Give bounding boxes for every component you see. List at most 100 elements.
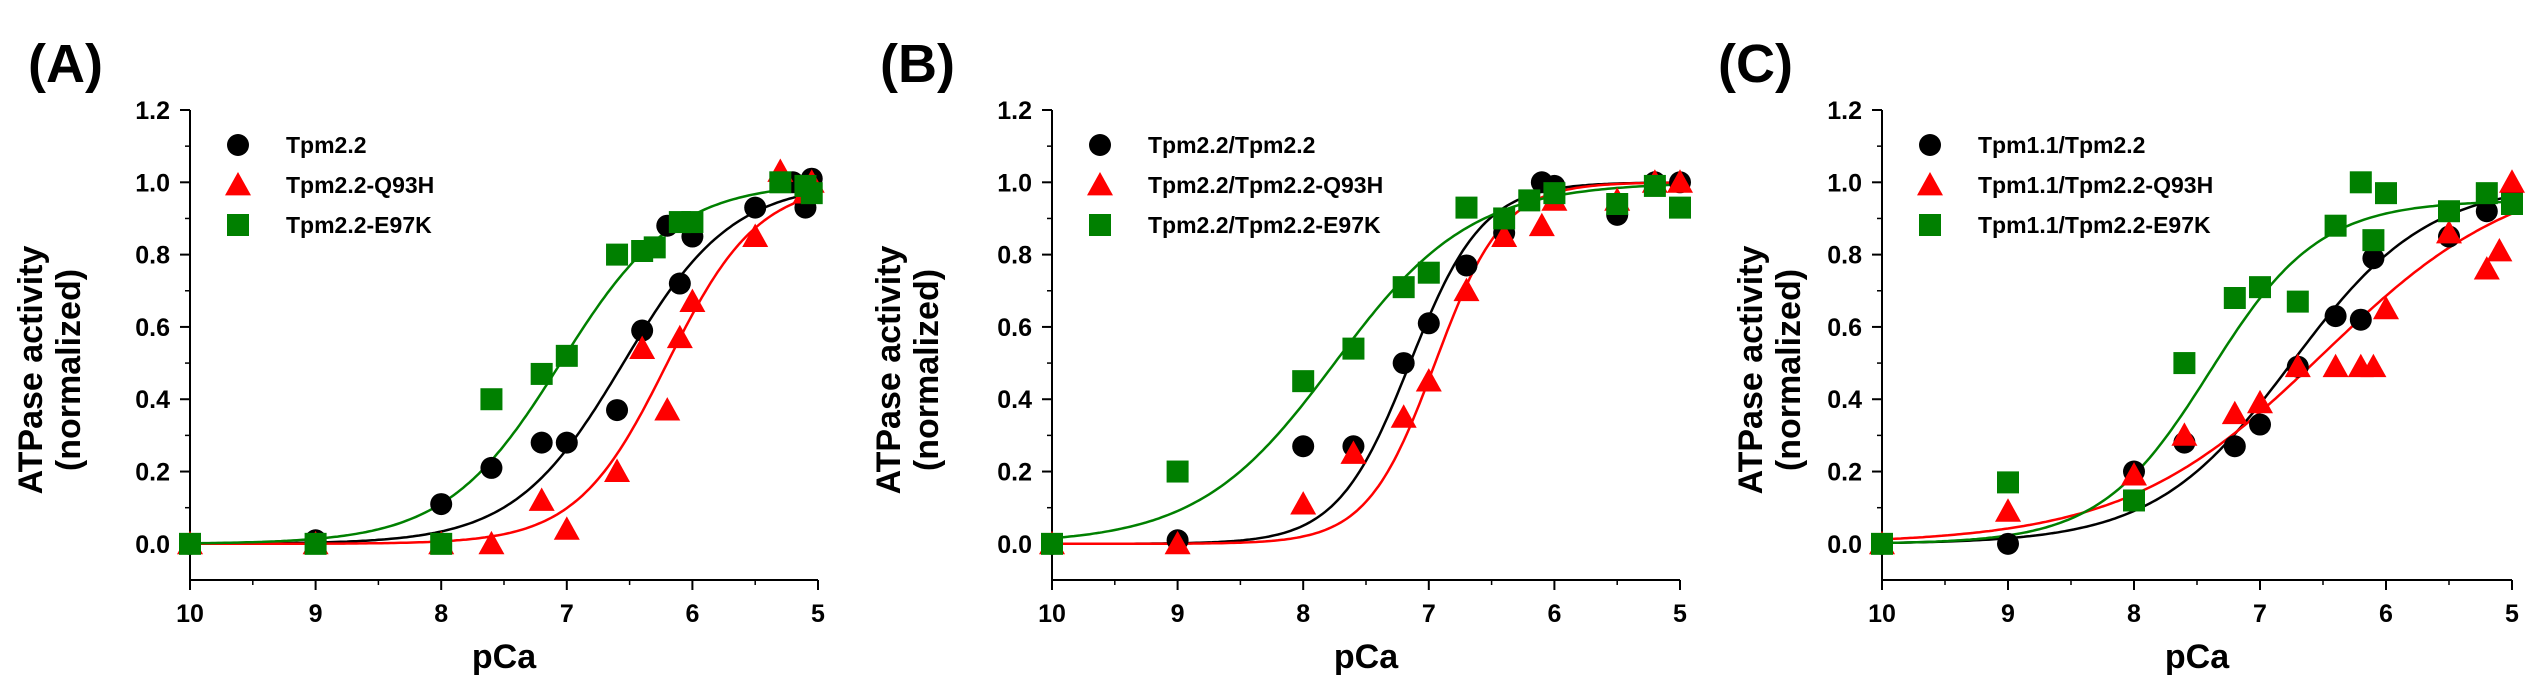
x-axis-label: pCa <box>2165 638 2230 676</box>
x-tick-label: 9 <box>309 600 323 628</box>
data-point <box>1518 189 1541 212</box>
data-point <box>2360 353 2387 378</box>
data-point <box>530 362 553 385</box>
data-point <box>304 532 327 555</box>
y-tick-label: 1.0 <box>1827 169 1862 197</box>
y-axis-label: ATPase activity <box>12 245 50 494</box>
data-point <box>2499 169 2525 193</box>
legend-marker <box>1087 172 1113 196</box>
x-tick-label: 9 <box>1171 600 1185 628</box>
data-point <box>1164 530 1191 555</box>
data-point <box>1392 276 1415 299</box>
fit-curve <box>1881 212 2513 541</box>
legend-marker <box>1089 134 1111 156</box>
data-point <box>1667 169 1693 193</box>
legend-label: Tpm1.1/Tpm2.2-E97K <box>1978 212 2211 238</box>
data-point <box>1392 352 1415 375</box>
y-tick-label: 1.0 <box>135 169 170 197</box>
y-tick-label: 0.8 <box>1827 242 1862 270</box>
y-axis-label: (normalized) <box>1770 269 1808 471</box>
data-point <box>430 493 453 516</box>
legend-label: Tpm2.2 <box>286 132 367 158</box>
legend-marker <box>227 134 249 156</box>
data-point <box>1669 196 1691 219</box>
data-point <box>2171 422 2198 446</box>
x-tick-label: 7 <box>2253 600 2267 628</box>
data-point <box>1340 440 1367 464</box>
y-tick-label: 1.2 <box>1827 97 1862 125</box>
legend-marker <box>1089 214 1111 236</box>
data-point <box>478 530 505 555</box>
fit-curve <box>189 185 819 545</box>
data-point <box>1417 261 1440 284</box>
data-point <box>2324 214 2347 237</box>
legend-label: Tpm1.1/Tpm2.2-Q93H <box>1978 172 2213 198</box>
data-point <box>679 288 706 313</box>
data-point <box>2501 193 2523 215</box>
legend-marker <box>225 172 251 196</box>
chart-panel-1: (B) 0.0 0.2 0.4 0.6 0.8 1.0 1.2 10 9 8 7 6 5 pCa ATPase… <box>870 34 1693 676</box>
data-point <box>2436 219 2462 244</box>
y-tick-label: 0.0 <box>1827 531 1862 559</box>
data-point <box>681 211 704 234</box>
x-tick-label: 8 <box>434 600 448 628</box>
data-point <box>2221 400 2248 425</box>
legend-label: Tpm2.2/Tpm2.2-Q93H <box>1148 172 1383 198</box>
data-point <box>1491 223 1518 247</box>
data-point <box>2475 182 2498 205</box>
x-tick-label: 8 <box>1296 600 1310 628</box>
y-tick-label: 0.2 <box>135 459 170 487</box>
y-axis-label: ATPase activity <box>1732 245 1770 494</box>
data-point <box>2349 308 2372 331</box>
data-point <box>1390 404 1417 428</box>
data-point <box>1997 532 2019 555</box>
data-point <box>1606 193 1629 215</box>
data-point <box>530 431 553 454</box>
y-tick-label: 0.8 <box>997 242 1032 270</box>
y-tick-label: 0.6 <box>135 314 170 342</box>
data-point <box>555 344 578 367</box>
data-point <box>1453 277 1480 302</box>
y-tick-label: 0.4 <box>1827 386 1862 414</box>
data-point <box>2362 229 2385 252</box>
data-point <box>604 458 631 482</box>
fit-curve <box>1051 183 1681 540</box>
legend-label: Tpm2.2-E97K <box>286 212 432 238</box>
data-point <box>2375 182 2397 205</box>
data-point <box>1455 254 1478 277</box>
x-tick-label: 8 <box>2127 600 2141 628</box>
data-point <box>2362 247 2385 270</box>
y-tick-label: 0.6 <box>1827 314 1862 342</box>
panel-letter: (B) <box>880 34 955 94</box>
fit-curve <box>1882 194 2513 545</box>
data-point <box>2286 290 2309 313</box>
data-point <box>1995 498 2021 522</box>
x-tick-label: 10 <box>176 600 204 628</box>
legend-marker <box>1919 134 1941 156</box>
data-point <box>769 171 792 194</box>
legend-label: Tpm1.1/Tpm2.2 <box>1978 132 2145 158</box>
data-point <box>480 456 503 479</box>
x-tick-label: 7 <box>1422 600 1436 628</box>
y-tick-label: 0.0 <box>135 531 170 559</box>
data-point <box>742 223 769 247</box>
data-point <box>800 182 823 205</box>
x-tick-label: 5 <box>811 600 825 628</box>
data-point <box>2324 305 2347 328</box>
legend-marker <box>1919 214 1941 236</box>
fit-curve <box>190 190 819 545</box>
data-point <box>1290 491 1317 515</box>
data-point <box>430 532 453 555</box>
data-point <box>2223 435 2246 458</box>
data-point <box>654 397 681 421</box>
data-point <box>606 399 629 422</box>
data-point <box>179 532 201 555</box>
data-point <box>2123 489 2145 512</box>
data-point <box>1417 312 1440 335</box>
x-tick-label: 5 <box>1673 600 1687 628</box>
x-tick-label: 6 <box>685 600 699 628</box>
data-point <box>2349 171 2372 194</box>
legend-marker <box>1917 172 1943 196</box>
data-point <box>2249 413 2271 436</box>
data-point <box>1871 532 1893 555</box>
